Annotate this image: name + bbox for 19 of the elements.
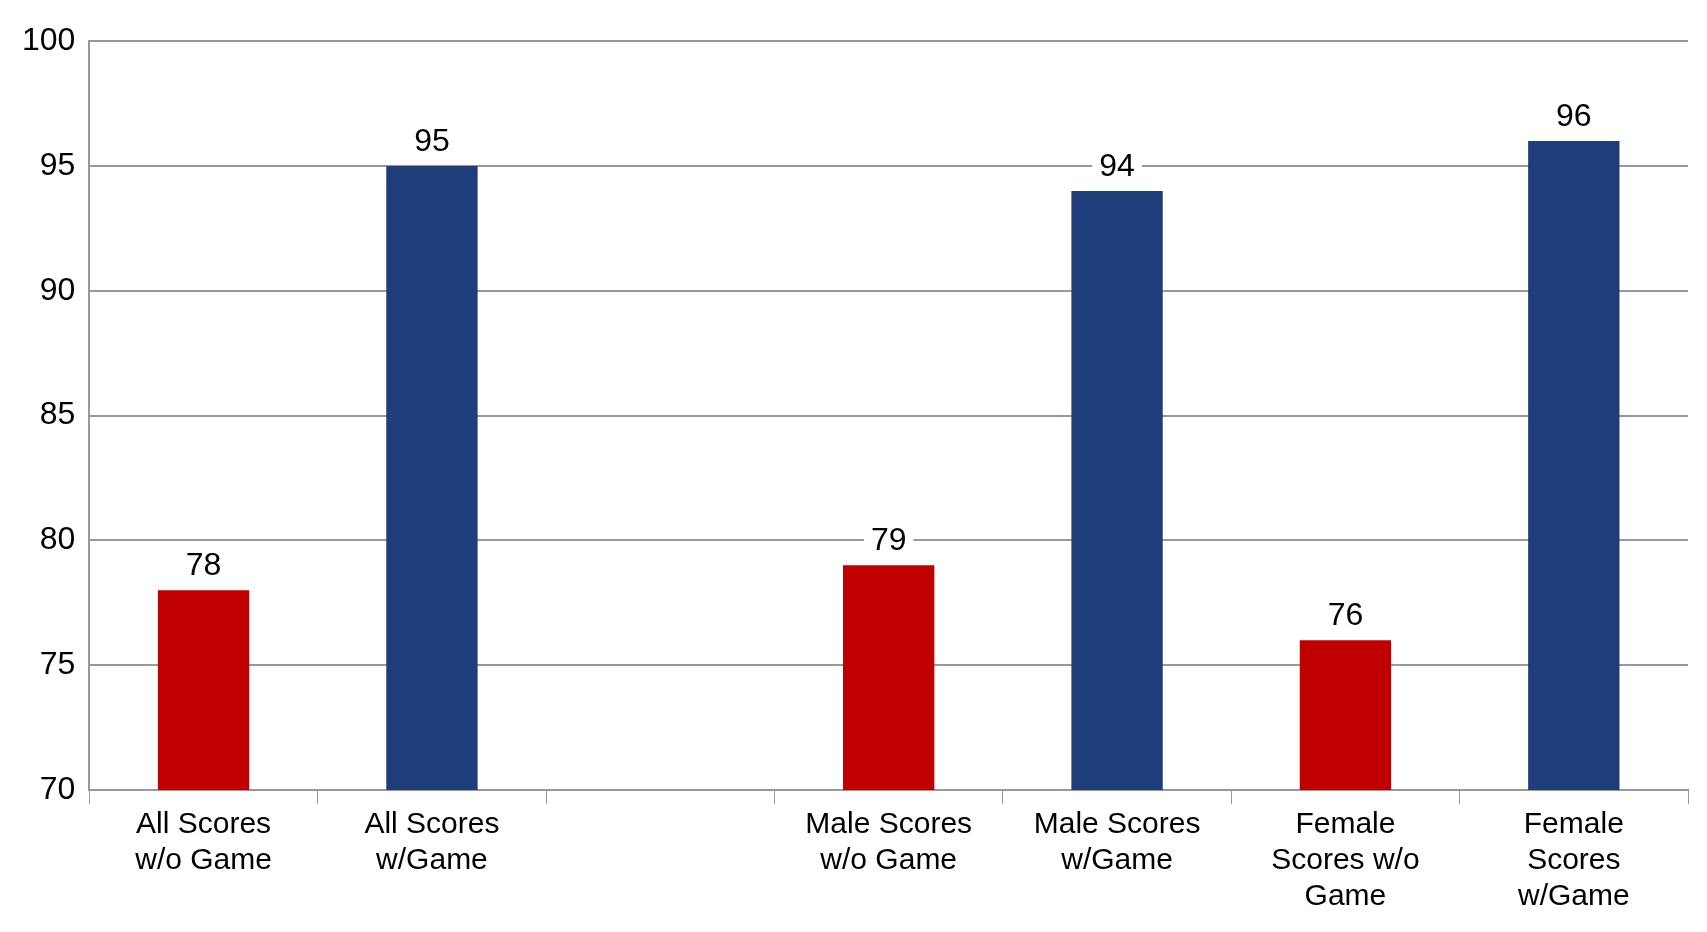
y-tick-label: 100 (22, 21, 76, 58)
y-tick-label: 95 (39, 145, 76, 182)
data-label: 79 (870, 521, 907, 558)
data-label: 96 (1556, 96, 1592, 133)
x-tick-label: All Scores w/o Game (134, 806, 272, 876)
x-tick-label: Male Scores w/Game (1033, 806, 1201, 876)
y-tick-label: 70 (39, 769, 76, 806)
x-tick-label: All Scores w/Game (364, 806, 500, 876)
data-label: 76 (1327, 596, 1364, 633)
y-tick-label: 85 (39, 395, 76, 432)
x-tick-label: Female Scores w/Game (1516, 806, 1630, 912)
data-label: 95 (414, 121, 450, 158)
x-tick-label: Female Scores w/o Game (1271, 806, 1420, 912)
y-tick-label: 80 (39, 520, 76, 557)
data-label: 94 (1099, 146, 1135, 183)
x-tick-label: Male Scores w/o Game (805, 806, 973, 876)
y-tick-label: 75 (39, 645, 76, 682)
y-tick-label: 90 (39, 270, 76, 307)
data-label: 78 (185, 546, 222, 583)
